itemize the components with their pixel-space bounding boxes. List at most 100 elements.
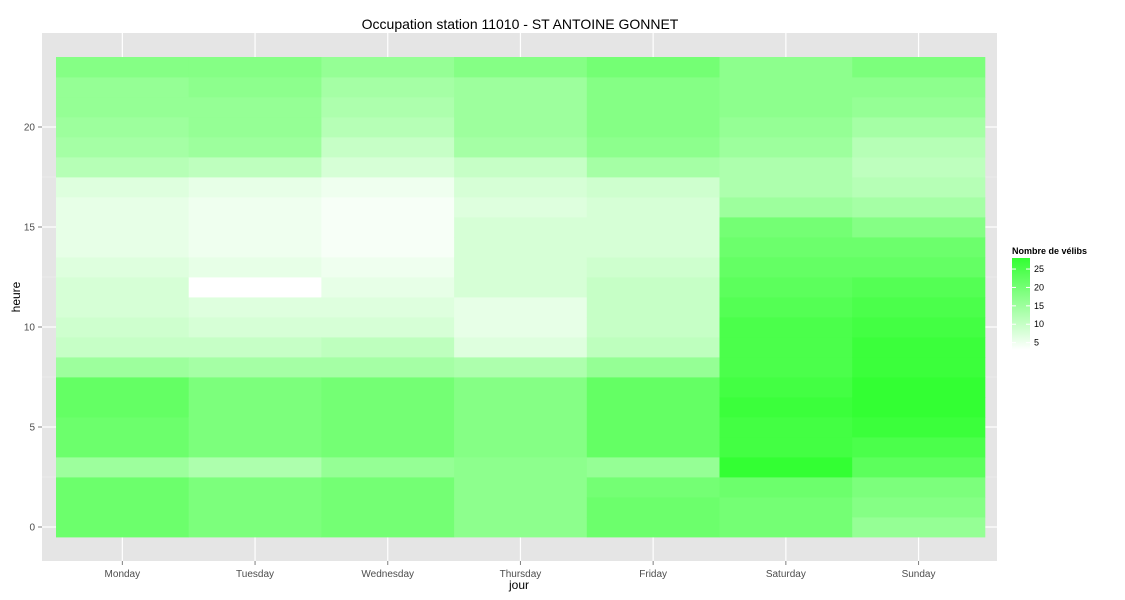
heatmap-tile (719, 97, 853, 118)
heatmap-tiles (56, 57, 986, 538)
heatmap-tile (719, 477, 853, 498)
heatmap-tile (56, 397, 190, 418)
heatmap-tile (719, 277, 853, 298)
heatmap-tile (188, 57, 322, 78)
heatmap-tile (719, 297, 853, 318)
heatmap-tile (586, 437, 720, 458)
heatmap-tile (56, 377, 190, 398)
legend-title: Nombre de vélibs (1012, 246, 1087, 256)
heatmap-tile (56, 237, 190, 258)
heatmap-tile (454, 517, 588, 538)
heatmap-tile (719, 57, 853, 78)
y-axis: 0 5 10 15 20 (24, 123, 42, 534)
y-tick-label: 10 (24, 323, 36, 334)
heatmap-tile (321, 417, 455, 438)
heatmap-tile (56, 417, 190, 438)
heatmap-tile (56, 317, 190, 338)
heatmap-tile (586, 477, 720, 498)
heatmap-tile (852, 157, 986, 178)
heatmap-tile (586, 357, 720, 378)
heatmap-tile (56, 177, 190, 198)
heatmap-tile (852, 357, 986, 378)
heatmap-tile (719, 217, 853, 238)
heatmap-tile (188, 417, 322, 438)
heatmap-tile (454, 57, 588, 78)
y-tick-label: 5 (29, 423, 35, 434)
heatmap-tile (321, 297, 455, 318)
x-tick-label: Friday (639, 569, 667, 580)
heatmap-tile (719, 177, 853, 198)
heatmap-tile (188, 157, 322, 178)
heatmap-tile (321, 477, 455, 498)
heatmap-tile (852, 97, 986, 118)
chart-title: Occupation station 11010 - ST ANTOINE GO… (362, 16, 679, 32)
heatmap-tile (56, 297, 190, 318)
heatmap-tile (188, 257, 322, 278)
heatmap-tile (586, 277, 720, 298)
heatmap-tile (719, 77, 853, 98)
heatmap-tile (321, 257, 455, 278)
heatmap-tile (188, 497, 322, 518)
heatmap-tile (719, 417, 853, 438)
x-tick-label: Wednesday (361, 569, 414, 580)
heatmap-tile (454, 477, 588, 498)
heatmap-tile (188, 357, 322, 378)
legend: Nombre de vélibs 5 10 15 20 25 (1012, 246, 1087, 350)
legend-break-label: 25 (1034, 264, 1044, 274)
heatmap-tile (852, 177, 986, 198)
heatmap-tile (852, 57, 986, 78)
heatmap-tile (56, 217, 190, 238)
heatmap-tile (586, 517, 720, 538)
y-tick-label: 20 (24, 123, 36, 134)
heatmap-tile (852, 457, 986, 478)
heatmap-tile (586, 317, 720, 338)
heatmap-tile (852, 217, 986, 238)
heatmap-tile (321, 517, 455, 538)
y-axis-title: heure (9, 281, 23, 312)
heatmap-tile (454, 397, 588, 418)
heatmap-tile (454, 77, 588, 98)
heatmap-tile (586, 77, 720, 98)
heatmap-tile (852, 437, 986, 458)
heatmap-tile (321, 377, 455, 398)
heatmap-tile (56, 117, 190, 138)
heatmap-tile (321, 317, 455, 338)
heatmap-tile (719, 437, 853, 458)
heatmap-tile (454, 497, 588, 518)
x-tick-label: Saturday (766, 569, 806, 580)
heatmap-tile (321, 357, 455, 378)
heatmap-tile (188, 317, 322, 338)
heatmap-tile (586, 197, 720, 218)
heatmap-tile (321, 337, 455, 358)
heatmap-tile (719, 517, 853, 538)
heatmap-tile (852, 317, 986, 338)
heatmap-tile (188, 237, 322, 258)
heatmap-tile (56, 477, 190, 498)
heatmap-tile (586, 297, 720, 318)
heatmap-tile (56, 157, 190, 178)
heatmap-tile (56, 277, 190, 298)
heatmap-tile (454, 237, 588, 258)
heatmap-tile (719, 197, 853, 218)
heatmap-tile (719, 397, 853, 418)
heatmap-tile (321, 237, 455, 258)
heatmap-tile (321, 137, 455, 158)
heatmap-tile (56, 137, 190, 158)
heatmap-tile (188, 477, 322, 498)
heatmap-tile (454, 217, 588, 238)
heatmap-tile (454, 457, 588, 478)
heatmap-tile (454, 97, 588, 118)
heatmap-tile (188, 77, 322, 98)
heatmap-tile (852, 77, 986, 98)
heatmap-tile (719, 257, 853, 278)
x-tick-label: Tuesday (236, 569, 274, 580)
heatmap-tile (188, 517, 322, 538)
heatmap-tile (454, 197, 588, 218)
heatmap-tile (188, 437, 322, 458)
heatmap-tile (719, 137, 853, 158)
heatmap-tile (188, 337, 322, 358)
heatmap-tile (188, 117, 322, 138)
heatmap-tile (56, 457, 190, 478)
x-axis: Monday Tuesday Wednesday Thursday Friday Satu… (105, 561, 936, 580)
